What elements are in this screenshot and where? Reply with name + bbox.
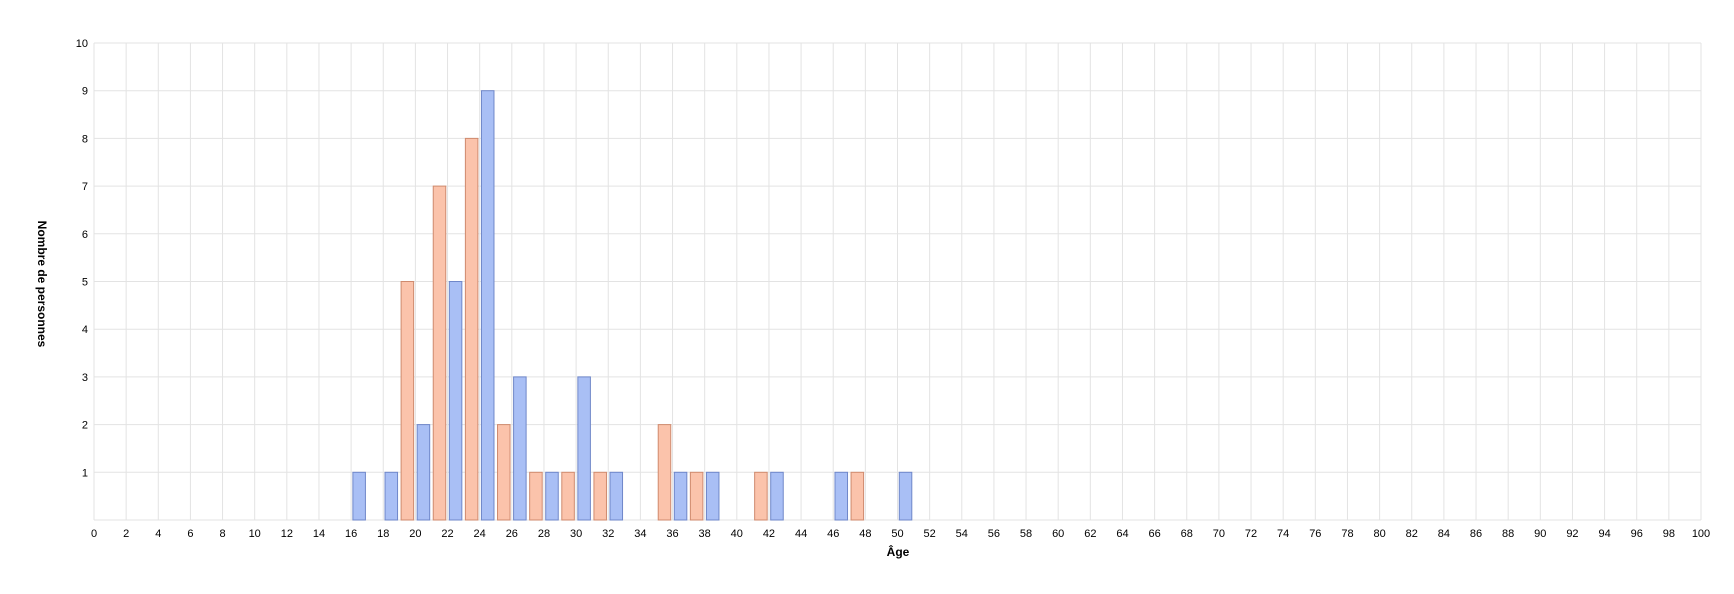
- x-tick-label: 32: [602, 528, 614, 540]
- bar-series-1-age-36: [673, 471, 688, 521]
- x-tick-label: 60: [1052, 528, 1064, 540]
- y-tick-label: 6: [82, 229, 88, 241]
- bar-series-2-age-25: [497, 424, 511, 521]
- x-axis-ticks: 0 2 4 6 8 10 12 14 16 18 20 22 24 26 28 30 32 34 36 38 40 42 4…: [91, 528, 1710, 540]
- x-tick-label: 66: [1148, 528, 1160, 540]
- bar-series-1-age-26: [513, 376, 527, 521]
- y-tick-label: 3: [82, 372, 88, 384]
- y-axis-ticks: 1 2 3 4 5 6 7 8 9 10: [76, 38, 88, 479]
- x-tick-label: 86: [1470, 528, 1482, 540]
- x-tick-label: 70: [1213, 528, 1225, 540]
- x-tick-label: 16: [345, 528, 357, 540]
- x-tick-label: 74: [1277, 528, 1289, 540]
- x-tick-label: 0: [91, 528, 97, 540]
- y-tick-label: 1: [82, 467, 88, 479]
- x-tick-label: 8: [219, 528, 225, 540]
- x-tick-label: 24: [474, 528, 486, 540]
- bar-series-2-age-41: [754, 471, 768, 521]
- grid: [93, 42, 1702, 521]
- bar-series-1-age-38: [705, 471, 720, 521]
- x-tick-label: 64: [1116, 528, 1128, 540]
- y-tick-label: 10: [76, 38, 88, 50]
- x-tick-label: 28: [538, 528, 550, 540]
- x-tick-label: 84: [1438, 528, 1450, 540]
- bar-series-1-age-18: [384, 471, 399, 521]
- bar-series-1-age-46: [834, 471, 849, 521]
- x-tick-label: 12: [281, 528, 293, 540]
- x-tick-label: 52: [924, 528, 936, 540]
- x-tick-label: 62: [1084, 528, 1096, 540]
- bar-series-1-age-16: [352, 471, 366, 521]
- y-axis-title: Nombre de personnes: [35, 221, 49, 348]
- x-tick-label: 18: [377, 528, 389, 540]
- x-tick-label: 88: [1502, 528, 1514, 540]
- y-tick-label: 2: [82, 420, 88, 432]
- x-tick-label: 6: [187, 528, 193, 540]
- x-tick-label: 96: [1631, 528, 1643, 540]
- x-tick-label: 14: [313, 528, 325, 540]
- bar-series-2-age-19: [400, 281, 415, 521]
- bar-series-1-age-32: [609, 471, 624, 521]
- bar-series-1-age-20: [416, 424, 431, 521]
- x-tick-label: 2: [123, 528, 129, 540]
- x-tick-label: 98: [1663, 528, 1675, 540]
- x-tick-label: 22: [441, 528, 453, 540]
- bar-series-2-age-31: [593, 471, 607, 521]
- x-tick-label: 10: [249, 528, 261, 540]
- bar-series-1-age-22: [448, 281, 463, 521]
- x-tick-label: 40: [731, 528, 743, 540]
- x-tick-label: 80: [1373, 528, 1385, 540]
- bar-series-2-age-47: [850, 471, 865, 521]
- bar-series-2-age-27: [529, 471, 543, 521]
- x-tick-label: 68: [1181, 528, 1193, 540]
- x-tick-label: 44: [795, 528, 807, 540]
- x-tick-label: 46: [827, 528, 839, 540]
- bar-series-1-age-42: [770, 471, 784, 521]
- bar-series-1-age-24: [480, 90, 495, 521]
- x-tick-label: 56: [988, 528, 1000, 540]
- x-tick-label: 50: [891, 528, 903, 540]
- x-tick-label: 30: [570, 528, 582, 540]
- x-tick-label: 42: [763, 528, 775, 540]
- x-tick-label: 4: [155, 528, 161, 540]
- x-tick-label: 78: [1341, 528, 1353, 540]
- x-tick-label: 58: [1020, 528, 1032, 540]
- x-tick-label: 26: [506, 528, 518, 540]
- x-tick-label: 34: [634, 528, 646, 540]
- y-tick-label: 4: [82, 324, 88, 336]
- x-tick-label: 54: [956, 528, 968, 540]
- x-tick-label: 90: [1534, 528, 1546, 540]
- y-tick-label: 5: [82, 277, 88, 289]
- x-tick-label: 82: [1406, 528, 1418, 540]
- x-tick-label: 38: [699, 528, 711, 540]
- bar-series-1-age-28: [545, 471, 559, 521]
- bar-series-1-age-30: [577, 376, 591, 521]
- bar-series-2-age-29: [561, 471, 575, 521]
- bar-series-2-age-21: [432, 185, 447, 521]
- x-tick-label: 76: [1309, 528, 1321, 540]
- x-tick-label: 72: [1245, 528, 1257, 540]
- bar-series-2-age-35: [657, 424, 672, 521]
- bar-series-1-age-50: [898, 471, 913, 521]
- x-tick-label: 36: [666, 528, 678, 540]
- bars: [352, 90, 913, 521]
- bar-series-2-age-37: [689, 471, 704, 521]
- x-tick-label: 48: [859, 528, 871, 540]
- y-tick-label: 7: [82, 181, 88, 193]
- bar-series-2-age-23: [464, 137, 479, 521]
- x-tick-label: 20: [409, 528, 421, 540]
- x-tick-label: 92: [1566, 528, 1578, 540]
- y-tick-label: 9: [82, 86, 88, 98]
- x-axis-title: Âge: [887, 544, 910, 559]
- x-tick-label: 94: [1598, 528, 1610, 540]
- x-tick-label: 100: [1692, 528, 1710, 540]
- y-tick-label: 8: [82, 133, 88, 145]
